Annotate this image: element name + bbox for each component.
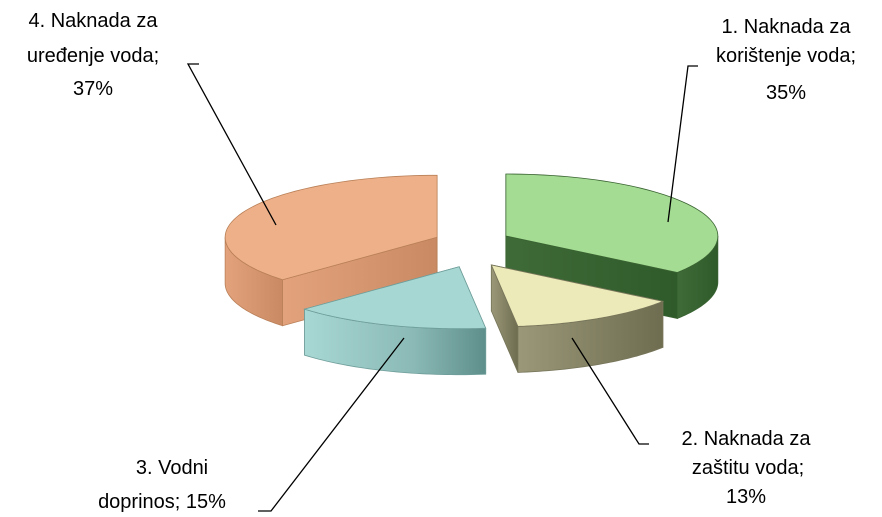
slice-top-face — [490, 264, 665, 327]
labels-layer: 1. Naknada za korištenje voda; 35% 2. Nakna… — [27, 10, 856, 513]
slice-top-face — [303, 266, 487, 330]
slice-label: doprinos; 15% — [98, 491, 226, 513]
leader-line — [571, 337, 649, 445]
leaders-layer — [186, 63, 698, 512]
slice-label: 4. Naknada za — [29, 10, 159, 32]
slice-label: uređenje voda; — [27, 45, 159, 67]
slice-label: zaštitu voda; — [692, 457, 804, 479]
slice-top-face — [224, 174, 438, 281]
slice-label: 37% — [73, 78, 113, 100]
slices-layer — [224, 173, 719, 376]
slice-label: 3. Vodni — [136, 457, 208, 479]
slice-top-face — [505, 173, 719, 273]
pie-slice — [303, 266, 487, 376]
slice-label: 2. Naknada za — [682, 428, 812, 450]
pie-slice — [490, 264, 665, 373]
leader-line — [186, 63, 277, 226]
slice-label: 35% — [766, 82, 806, 104]
slice-label: korištenje voda; — [716, 45, 856, 67]
slice-label: 1. Naknada za — [722, 16, 852, 38]
pie-slice — [224, 174, 438, 327]
leader-line — [667, 65, 698, 223]
slice-label: 13% — [726, 486, 766, 508]
leader-line — [258, 337, 405, 512]
